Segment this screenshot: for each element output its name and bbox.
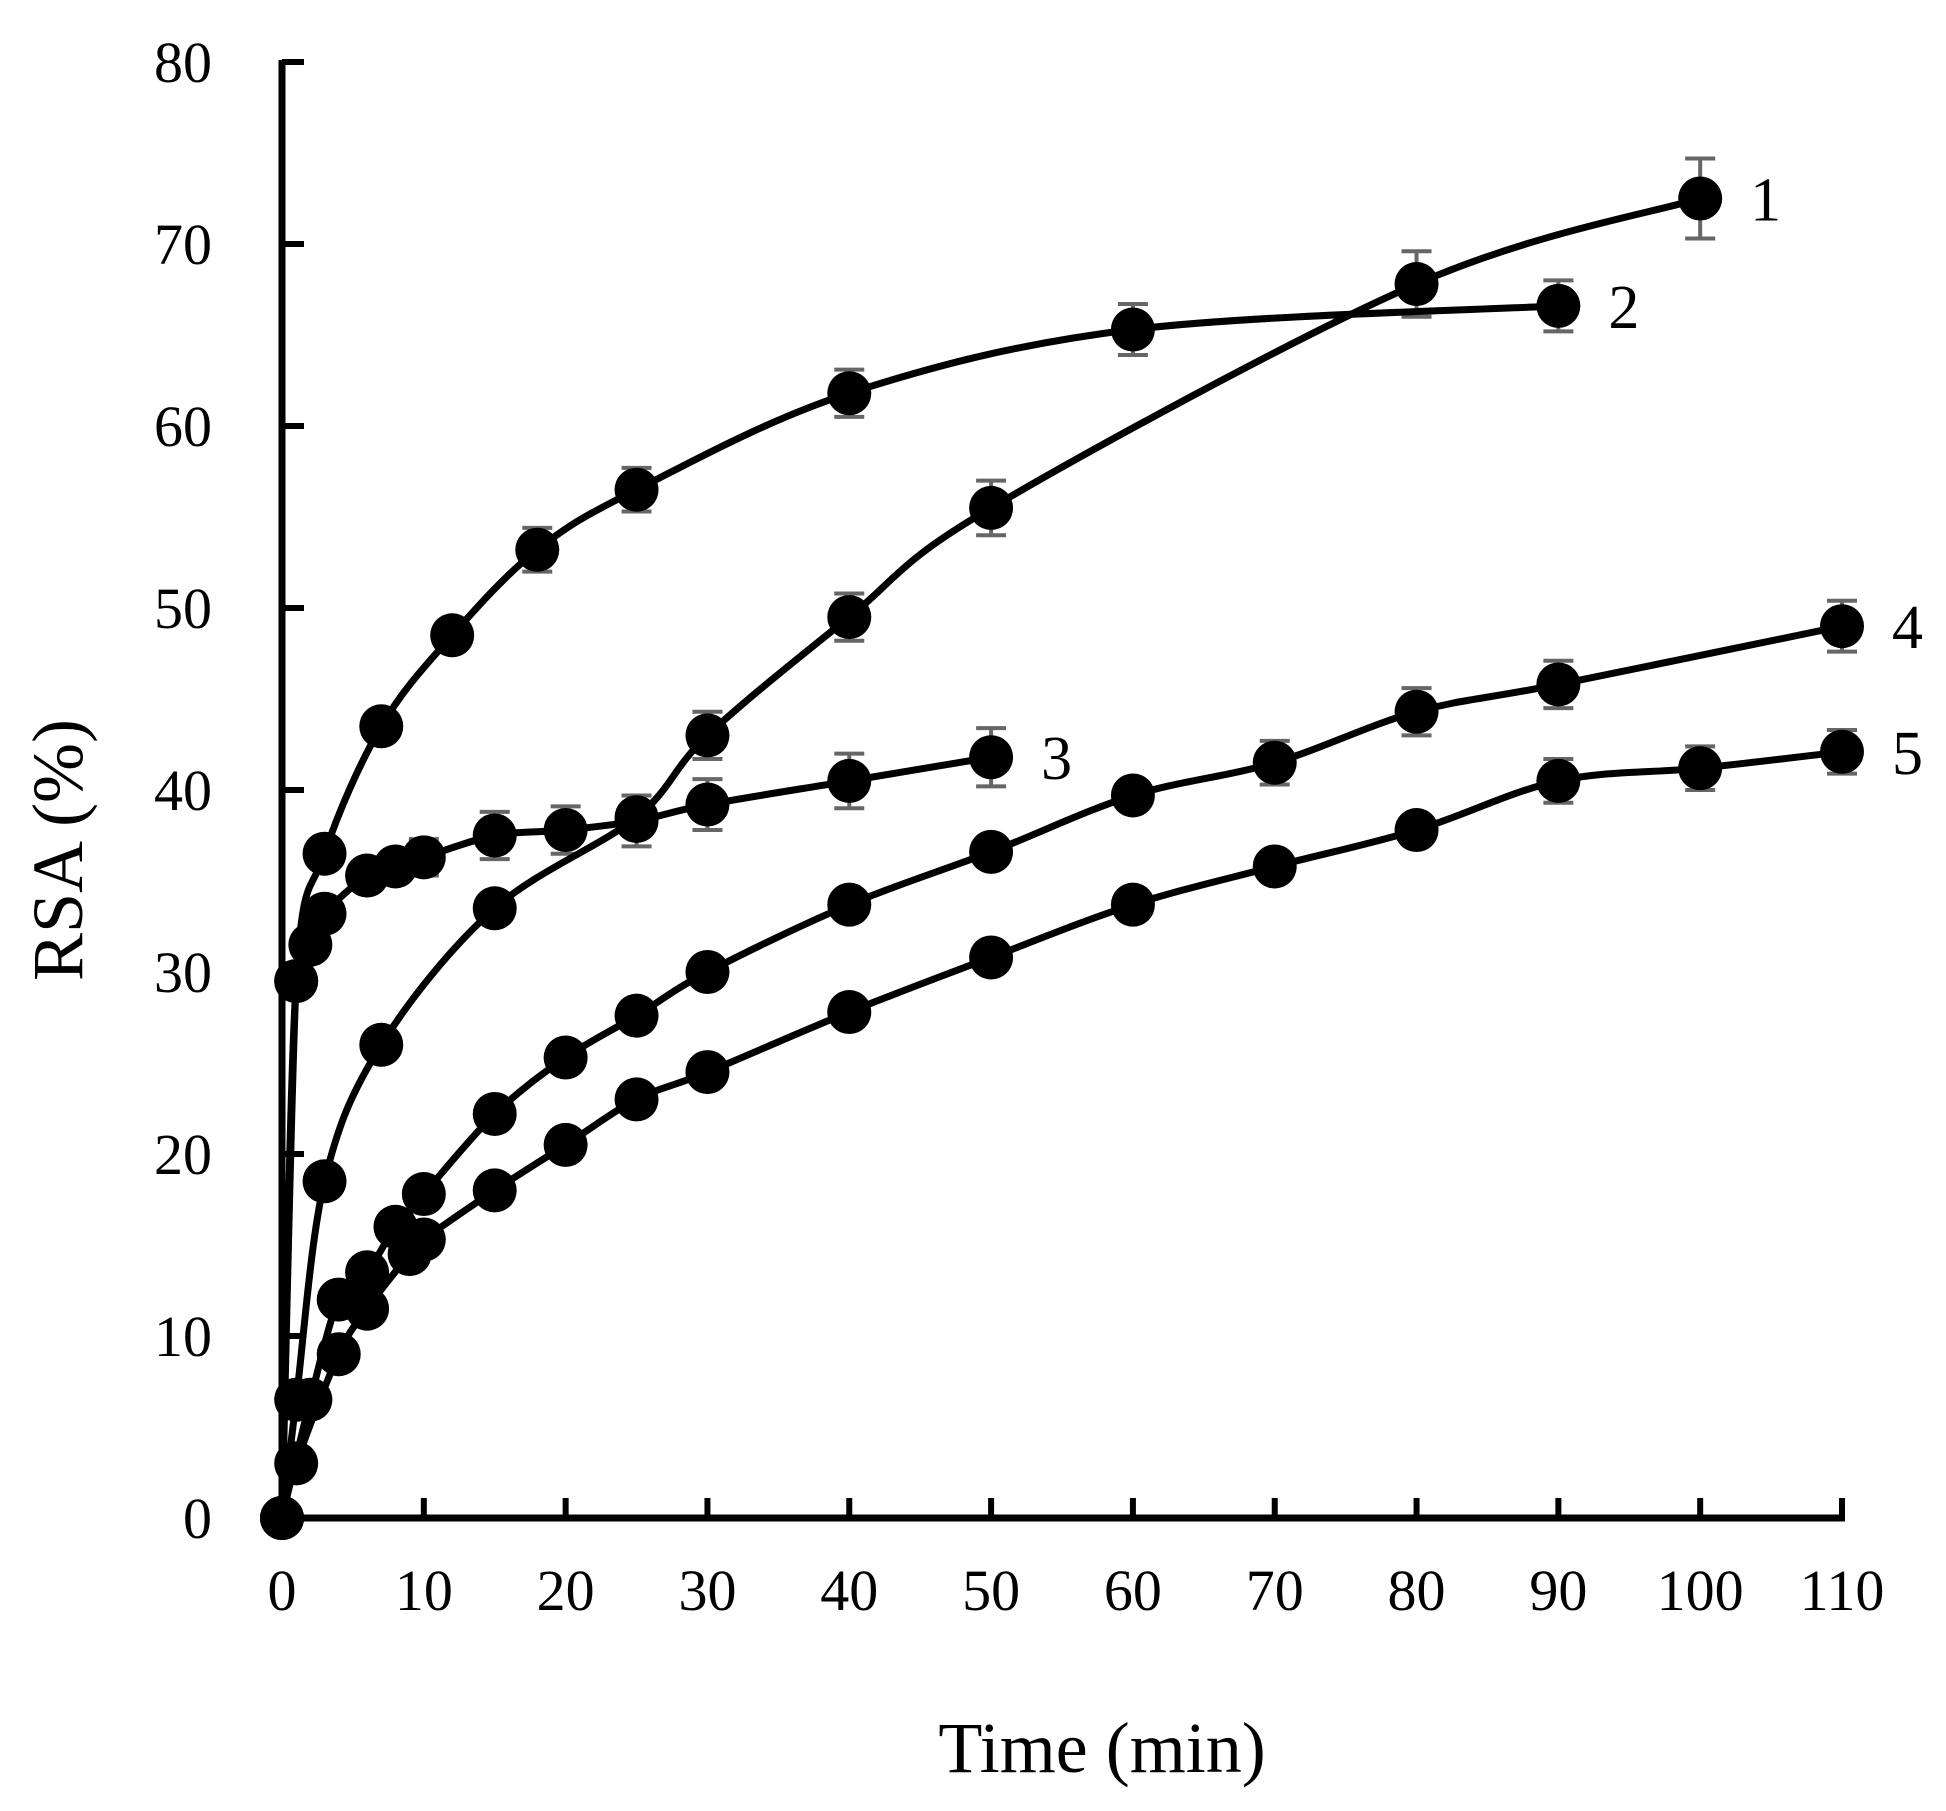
series-5-point-17 [1820, 729, 1864, 774]
series-4-point-5 [401, 1172, 446, 1217]
series-3-point-3 [302, 891, 347, 936]
y-tick-label-40: 40 [154, 758, 212, 823]
series-2-point-7 [827, 371, 872, 416]
series-3-point-11 [827, 758, 872, 803]
series-4-point-6 [472, 1091, 517, 1136]
series-5-label: 5 [1892, 720, 1923, 788]
series-5-point-12 [1110, 882, 1155, 927]
series-5-point-8 [614, 1077, 659, 1122]
x-axis-title: Time (min) [938, 1708, 1265, 1788]
x-tick-label-40: 40 [820, 1558, 878, 1623]
series-5-point-13 [1252, 844, 1297, 889]
series-2-point-2 [302, 831, 347, 876]
ticks-layer: 0 10 20 30 40 50 60 70 80 0 10 20 30 40 50 60 70 80 90 100 1… [154, 30, 1884, 1623]
y-tick-label-80: 80 [154, 30, 212, 95]
series-1-point-6 [685, 713, 730, 758]
x-tick-label-0: 0 [268, 1558, 297, 1623]
x-tick-label-110: 110 [1800, 1558, 1885, 1623]
series-1-point-3 [359, 1022, 404, 1067]
series-3-point-10 [685, 782, 730, 827]
series-4-point-8 [614, 993, 659, 1038]
series-3-point-7 [472, 813, 517, 858]
y-tick-label-70: 70 [154, 212, 212, 277]
x-tick-label-20: 20 [537, 1558, 595, 1623]
series-3-point-8 [543, 808, 588, 853]
series-5-point-16 [1678, 746, 1723, 791]
series-2-point-5 [515, 527, 560, 572]
series-4-point-14 [1394, 689, 1439, 734]
markers-layer [260, 176, 1864, 1540]
series-4-point-9 [685, 950, 730, 994]
series-2-label: 2 [1608, 274, 1639, 342]
series-3-label: 3 [1041, 725, 1072, 793]
series-1-point-4 [472, 886, 517, 931]
series-2-point-8 [1110, 307, 1155, 352]
y-axis-title: RSA (%) [18, 719, 98, 981]
y-tick-label-30: 30 [154, 940, 212, 1005]
series-5-point-6 [472, 1168, 517, 1213]
x-tick-label-100: 100 [1657, 1558, 1744, 1623]
series-1-point-8 [969, 485, 1014, 530]
x-tick-label-10: 10 [395, 1558, 453, 1623]
y-tick-label-50: 50 [154, 576, 212, 641]
series-2-point-9 [1536, 283, 1581, 328]
series-2-point-6 [614, 467, 659, 512]
series-5-point-9 [685, 1050, 730, 1095]
series-1-point-2 [302, 1159, 347, 1204]
y-tick-label-0: 0 [183, 1486, 212, 1551]
x-tick-label-80: 80 [1388, 1558, 1446, 1623]
x-tick-label-50: 50 [962, 1558, 1020, 1623]
series-4-point-3 [345, 1250, 390, 1295]
error-bars-layer [408, 156, 1857, 878]
series-5-point-3 [345, 1286, 390, 1331]
series-4-point-15 [1536, 662, 1581, 707]
series-2-point-3 [359, 704, 404, 749]
series-5-line [278, 748, 1846, 1522]
series-4-point-10 [827, 882, 872, 927]
y-tick-label-20: 20 [154, 1122, 212, 1187]
series-1-point-7 [827, 595, 872, 640]
x-tick-label-30: 30 [678, 1558, 736, 1623]
x-tick-label-90: 90 [1529, 1558, 1587, 1623]
x-tick-label-70: 70 [1246, 1558, 1304, 1623]
series-5-point-10 [827, 990, 872, 1035]
series-5-point-7 [543, 1122, 588, 1167]
series-4-point-16 [1820, 604, 1864, 649]
series-5-point-2 [316, 1332, 361, 1377]
series-5-point-11 [969, 935, 1014, 980]
series-4-point-13 [1252, 740, 1297, 785]
y-tick-label-10: 10 [154, 1304, 212, 1369]
series-1-point-10 [1678, 176, 1723, 221]
x-tick-label-60: 60 [1104, 1558, 1162, 1623]
y-tick-label-60: 60 [154, 394, 212, 459]
series-lines-layer [278, 195, 1846, 1522]
series-4-point-12 [1110, 773, 1155, 818]
series-1-label: 1 [1750, 167, 1781, 235]
series-4-point-7 [543, 1035, 588, 1080]
series-3-point-9 [614, 798, 659, 843]
series-3-point-12 [969, 735, 1014, 780]
series-5-point-14 [1394, 808, 1439, 853]
series-4-point-1 [288, 1377, 333, 1422]
series-labels-layer: 1 2 3 4 5 [1041, 167, 1923, 794]
series-4-label: 4 [1892, 594, 1923, 662]
series-4-point-11 [969, 829, 1014, 874]
series-5-point-5 [401, 1217, 446, 1262]
series-3-point-6 [401, 835, 446, 880]
series-5-point-15 [1536, 758, 1581, 803]
series-1-point-9 [1394, 262, 1439, 307]
series-2-point-4 [430, 613, 475, 658]
